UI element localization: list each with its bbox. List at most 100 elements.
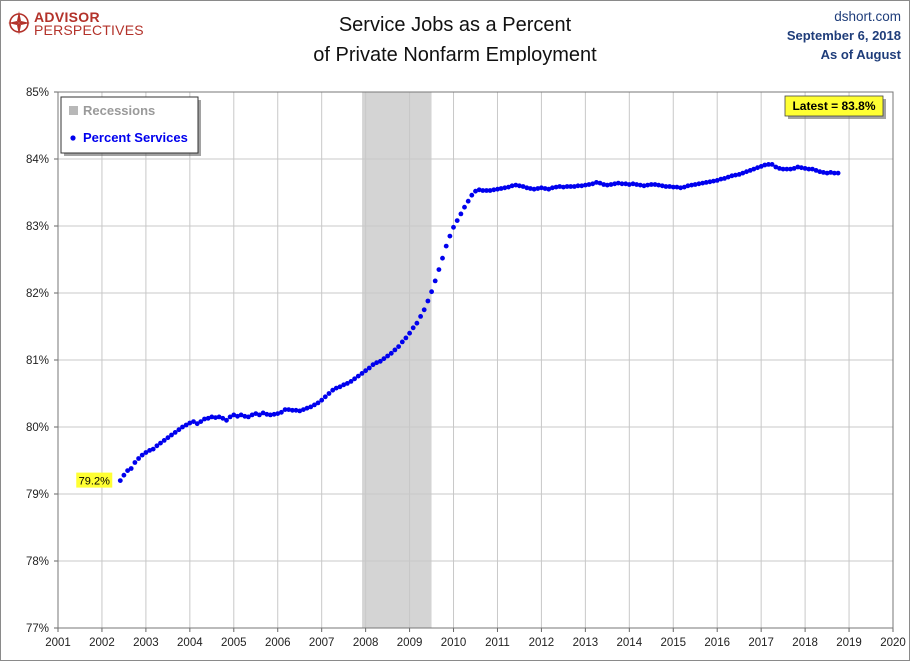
data-point <box>758 164 764 169</box>
data-point <box>257 412 262 418</box>
data-point <box>275 411 281 416</box>
data-point <box>480 188 486 193</box>
data-point <box>476 187 482 193</box>
data-point <box>242 413 248 419</box>
data-point <box>641 183 647 189</box>
data-point <box>568 184 574 189</box>
data-point <box>282 407 288 412</box>
legend-box <box>60 96 199 154</box>
x-tick-label: 2003 <box>133 637 159 649</box>
data-point <box>154 443 160 449</box>
data-point <box>216 414 222 420</box>
data-point <box>458 211 464 217</box>
x-tick-label: 2009 <box>397 637 423 649</box>
data-point <box>747 168 753 173</box>
data-point <box>366 365 372 371</box>
data-point <box>473 188 478 194</box>
data-point <box>381 356 387 362</box>
data-point <box>293 407 299 413</box>
data-point <box>370 362 376 368</box>
data-point <box>180 424 185 430</box>
data-point <box>575 183 581 189</box>
data-point <box>491 187 497 193</box>
data-point <box>125 468 130 473</box>
data-point <box>656 182 661 188</box>
data-point <box>136 456 142 461</box>
data-point <box>260 410 266 416</box>
data-point <box>773 164 779 170</box>
data-point <box>355 373 361 379</box>
data-point <box>410 325 416 331</box>
plot-border <box>57 91 894 629</box>
data-point <box>681 184 687 190</box>
data-point <box>707 179 713 185</box>
data-point <box>194 421 200 427</box>
x-tick-label: 2019 <box>836 637 862 649</box>
data-point <box>711 178 716 184</box>
data-point <box>322 394 328 400</box>
data-point <box>377 358 383 364</box>
data-point <box>147 448 153 453</box>
data-point <box>209 414 215 420</box>
data-point <box>227 414 233 420</box>
y-tick-label: 80% <box>26 422 49 434</box>
x-tick-label: 2002 <box>89 637 115 649</box>
data-point <box>205 415 211 421</box>
data-point <box>692 182 698 187</box>
data-point <box>425 298 431 304</box>
data-point <box>121 472 127 478</box>
data-point <box>703 180 709 185</box>
data-point <box>777 166 782 171</box>
data-point <box>359 371 365 376</box>
data-point <box>385 353 390 359</box>
data-point <box>315 400 321 406</box>
data-point <box>553 184 559 190</box>
data-point <box>202 416 207 422</box>
data-point <box>161 438 167 443</box>
data-point <box>623 181 629 187</box>
data-point <box>220 415 226 421</box>
data-point <box>659 183 665 189</box>
data-point <box>667 184 672 189</box>
data-point <box>158 440 163 446</box>
data-point <box>722 176 727 181</box>
data-point <box>648 182 654 187</box>
data-point <box>561 184 566 190</box>
data-point <box>626 182 632 187</box>
data-point <box>436 267 442 272</box>
data-point <box>264 411 270 417</box>
data-point <box>341 382 347 388</box>
data-point <box>132 460 138 465</box>
data-point <box>744 169 749 175</box>
data-point <box>421 307 427 313</box>
data-point <box>128 466 134 471</box>
data-point <box>791 166 797 171</box>
x-tick-label: 2005 <box>221 637 247 649</box>
data-point <box>520 184 526 189</box>
data-point <box>586 182 592 187</box>
data-point <box>304 405 310 411</box>
data-point <box>348 379 354 384</box>
legend-recession-label: Recessions <box>83 103 155 118</box>
data-point <box>301 407 306 412</box>
data-point <box>150 446 156 452</box>
data-point <box>557 184 563 189</box>
data-point <box>725 174 731 180</box>
data-point <box>191 419 196 424</box>
data-point <box>509 183 515 189</box>
y-tick-label: 82% <box>26 288 49 300</box>
data-point <box>399 339 405 345</box>
data-point <box>290 407 295 413</box>
y-tick-label: 77% <box>26 623 49 635</box>
data-point <box>762 162 768 168</box>
x-tick-label: 2013 <box>573 637 599 649</box>
data-point <box>564 184 570 189</box>
data-point <box>396 344 401 349</box>
legend-recession-swatch <box>69 106 78 115</box>
data-point <box>535 186 541 191</box>
x-tick-label: 2007 <box>309 637 335 649</box>
data-point <box>572 184 577 189</box>
y-tick-label: 84% <box>26 154 49 166</box>
data-point <box>733 172 738 178</box>
data-point <box>755 165 760 171</box>
